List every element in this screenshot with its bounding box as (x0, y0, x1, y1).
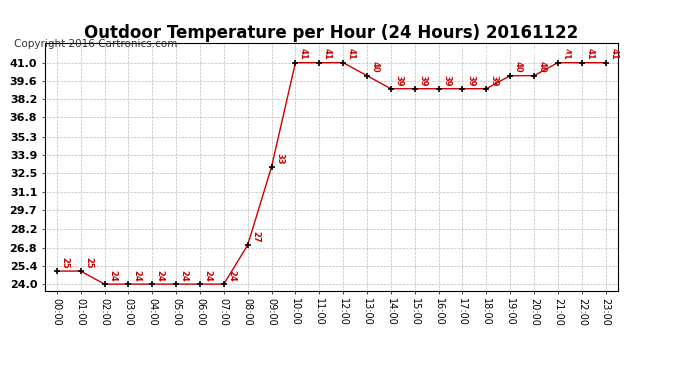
Text: 24: 24 (179, 270, 188, 282)
Text: 39: 39 (490, 75, 499, 86)
Text: 41: 41 (323, 48, 332, 60)
Text: 39: 39 (442, 75, 451, 86)
Text: 25: 25 (84, 257, 93, 268)
Title: Outdoor Temperature per Hour (24 Hours) 20161122: Outdoor Temperature per Hour (24 Hours) … (84, 24, 578, 42)
Text: 33: 33 (275, 153, 284, 164)
Text: 24: 24 (156, 270, 165, 282)
Text: Copyright 2016 Cartronics.com: Copyright 2016 Cartronics.com (14, 39, 177, 50)
Text: 41: 41 (346, 48, 356, 60)
Text: 24: 24 (228, 270, 237, 282)
Text: 41: 41 (609, 48, 618, 60)
Text: 39: 39 (418, 75, 427, 86)
Text: 24: 24 (204, 270, 213, 282)
Text: 27: 27 (251, 231, 260, 242)
Text: 41: 41 (299, 48, 308, 60)
Text: 40: 40 (371, 62, 380, 73)
Text: 41: 41 (562, 48, 571, 60)
Text: 40: 40 (538, 62, 546, 73)
Text: 41: 41 (585, 48, 594, 60)
Text: 25: 25 (60, 257, 70, 268)
Text: 24: 24 (132, 270, 141, 282)
Text: 24: 24 (108, 270, 117, 282)
Text: 39: 39 (395, 75, 404, 86)
Text: 40: 40 (514, 62, 523, 73)
Text: 39: 39 (466, 75, 475, 86)
